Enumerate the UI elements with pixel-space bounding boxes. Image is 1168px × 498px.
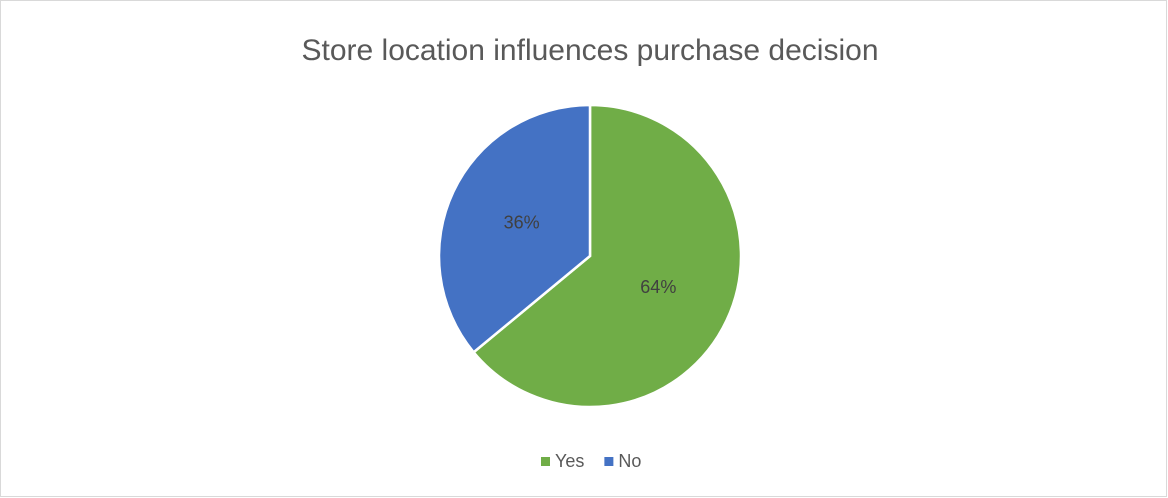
pie-slice [471, 103, 743, 409]
legend-swatch [541, 457, 550, 466]
legend-label: No [618, 451, 641, 471]
legend-label: Yes [555, 451, 584, 471]
data-label: 64% [640, 277, 676, 297]
data-label: 36% [504, 213, 540, 233]
legend-swatch [604, 457, 614, 466]
chart-title: Store location influences purchase decis… [301, 34, 878, 67]
pie-slice [437, 103, 592, 355]
